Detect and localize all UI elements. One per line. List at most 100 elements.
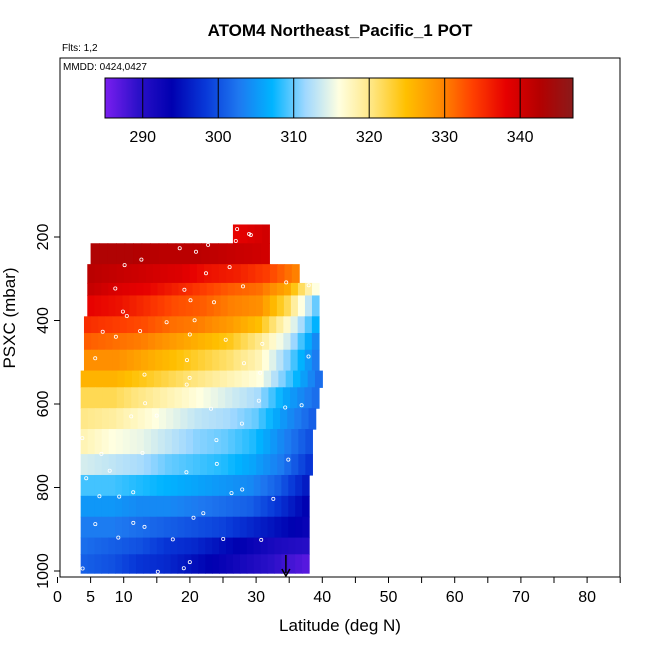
heatmap-cell bbox=[171, 429, 180, 455]
heatmap-cell bbox=[139, 370, 148, 388]
heatmap-cell bbox=[253, 537, 262, 555]
observation-point bbox=[120, 309, 125, 314]
heatmap-cell bbox=[226, 516, 234, 539]
heatmap-cell bbox=[131, 387, 140, 409]
heatmap-cell bbox=[129, 516, 137, 539]
heatmap-cell bbox=[115, 554, 123, 574]
heatmap-cell bbox=[199, 282, 208, 297]
heatmap-cell bbox=[136, 282, 145, 297]
heatmap-cell bbox=[256, 454, 264, 476]
heatmap-cell bbox=[274, 516, 282, 539]
heatmap-cell bbox=[220, 295, 229, 317]
heatmap-cell bbox=[219, 333, 228, 351]
heatmap-cell bbox=[230, 408, 238, 430]
heatmap-cell bbox=[240, 333, 249, 351]
heatmap-cell bbox=[283, 316, 292, 334]
heatmap-cell bbox=[101, 474, 109, 497]
heatmap-cell bbox=[304, 349, 313, 372]
heatmap-cell bbox=[203, 387, 212, 409]
heatmap-cell bbox=[219, 554, 227, 574]
heatmap-cell bbox=[123, 408, 132, 430]
heatmap-cell bbox=[275, 387, 284, 409]
heatmap-cell bbox=[243, 243, 253, 265]
heatmap-cell bbox=[297, 387, 306, 409]
heatmap-cell bbox=[247, 224, 256, 244]
heatmap-cell bbox=[256, 370, 265, 388]
heatmap-cell bbox=[240, 264, 249, 284]
heatmap-cell bbox=[226, 316, 235, 334]
heatmap-cell bbox=[169, 333, 178, 351]
heatmap-cell bbox=[157, 282, 166, 297]
flights-label: Flts: 1,2 bbox=[62, 43, 98, 54]
heatmap-cell bbox=[194, 408, 203, 430]
heatmap-cell bbox=[263, 454, 271, 476]
heatmap-cell bbox=[212, 554, 220, 574]
heatmap-cell bbox=[108, 454, 117, 476]
heatmap-cell bbox=[149, 516, 158, 539]
heatmap-cell bbox=[80, 370, 89, 388]
heatmap-cell bbox=[181, 387, 190, 409]
observation-point bbox=[306, 283, 311, 288]
heatmap-cell bbox=[262, 224, 270, 244]
heatmap-cell bbox=[206, 295, 215, 317]
heatmap-cell bbox=[133, 349, 142, 372]
heatmap-cell bbox=[248, 282, 257, 297]
heatmap-cell bbox=[269, 295, 278, 317]
heatmap-cell bbox=[136, 537, 144, 555]
heatmap-cell bbox=[249, 429, 257, 455]
heatmap-cell bbox=[160, 387, 168, 409]
heatmap-cell bbox=[112, 316, 121, 334]
heatmap-cell bbox=[183, 333, 192, 351]
heatmap-cell bbox=[226, 333, 235, 351]
heatmap-cell bbox=[157, 454, 166, 476]
heatmap-cell bbox=[129, 454, 138, 476]
heatmap-cell bbox=[240, 224, 249, 244]
heatmap-cell bbox=[148, 333, 156, 351]
heatmap-cell bbox=[288, 554, 296, 574]
heatmap-cell bbox=[87, 387, 96, 409]
heatmap-cell bbox=[276, 295, 285, 317]
heatmap-cell bbox=[184, 516, 192, 539]
heatmap-cell bbox=[94, 474, 103, 497]
observation-point bbox=[223, 337, 228, 342]
heatmap-cell bbox=[260, 537, 269, 555]
heatmap-cell bbox=[256, 429, 264, 455]
observation-point bbox=[260, 341, 265, 346]
heatmap-cell bbox=[274, 474, 282, 497]
heatmap-cell bbox=[253, 495, 262, 518]
observation-point bbox=[211, 300, 216, 305]
observation-point bbox=[299, 403, 304, 408]
heatmap-cell bbox=[101, 282, 109, 297]
heatmap-cell bbox=[288, 537, 296, 555]
x-tick-label: 0 bbox=[53, 589, 62, 606]
observation-point bbox=[192, 318, 197, 323]
heatmap-cell bbox=[277, 454, 285, 476]
heatmap-cell bbox=[116, 264, 125, 284]
observation-point bbox=[107, 468, 112, 473]
heatmap-cell bbox=[163, 495, 172, 518]
heatmap-cell bbox=[280, 408, 288, 430]
heatmap-cell bbox=[261, 387, 270, 409]
heatmap-cell bbox=[185, 454, 194, 476]
heatmap-cell bbox=[94, 454, 103, 476]
heatmap-cell bbox=[205, 554, 213, 574]
heatmap-cell bbox=[101, 454, 110, 476]
heatmap-cell bbox=[192, 295, 201, 317]
heatmap-cell bbox=[169, 349, 178, 372]
heatmap-cell bbox=[267, 495, 276, 518]
heatmap-cell bbox=[176, 349, 185, 372]
heatmap-cell bbox=[297, 333, 306, 351]
heatmap-cell bbox=[112, 349, 121, 372]
heatmap-cell bbox=[149, 474, 158, 497]
heatmap-cell bbox=[149, 495, 158, 518]
heatmap-cell bbox=[133, 333, 142, 351]
heatmap-cell bbox=[108, 429, 117, 455]
heatmap-cell bbox=[87, 264, 96, 284]
heatmap-cell bbox=[185, 429, 194, 455]
heatmap-cell bbox=[108, 474, 116, 497]
heatmap-cell bbox=[87, 429, 96, 455]
heatmap-cell bbox=[295, 474, 303, 497]
heatmap-cell bbox=[251, 408, 260, 430]
heatmap-cell bbox=[142, 554, 151, 574]
heatmap-cell bbox=[102, 387, 111, 409]
